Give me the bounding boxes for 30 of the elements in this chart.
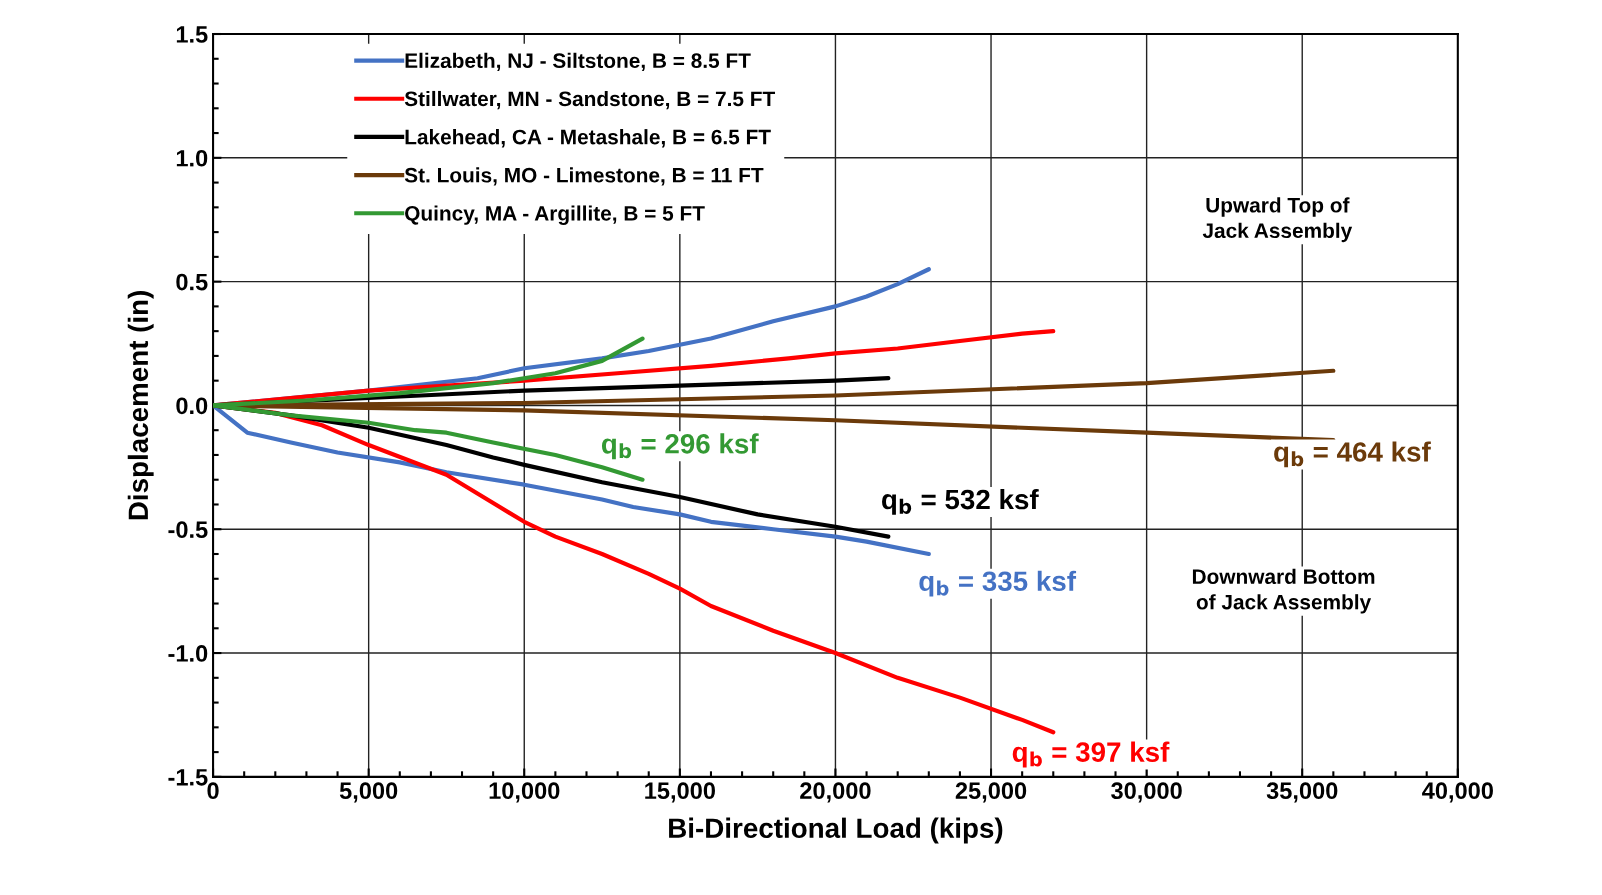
legend-label: Stillwater, MN - Sandstone, B = 7.5 FT (404, 90, 776, 110)
x-tick-label: 5,000 (339, 782, 398, 803)
x-tick-label: 20,000 (800, 782, 871, 803)
y-tick-label: 1.0 (176, 149, 208, 167)
annotation: Downward Bottom of Jack Assembly (1192, 568, 1375, 614)
legend-label: St. Louis, MO - Limestone, B = 11 FT (404, 167, 764, 186)
annotation: q$_{b}$ = 296 ksf (601, 433, 759, 460)
y-tick-label: -1.0 (168, 645, 208, 662)
annotation: q$_{b}$ = 532 ksf (882, 488, 1039, 515)
x-tick-label: 15,000 (645, 782, 715, 803)
y-tick-label: -0.5 (168, 521, 208, 539)
x-tick-label: 10,000 (489, 782, 560, 803)
legend-label: Quincy, MA - Argillite, B = 5 FT (405, 205, 705, 225)
x-tick-label: 30,000 (1111, 782, 1182, 803)
x-axis-title: Bi-Directional Load (kips) (669, 817, 1003, 844)
legend-label: Elizabeth, NJ - Siltstone, B = 8.5 FT (405, 52, 751, 72)
y-tick-label: -1.5 (168, 769, 208, 786)
annotation: q$_{b}$ = 464 ksf (1274, 441, 1431, 468)
annotation: q$_{b}$ = 397 ksf (1012, 741, 1170, 768)
x-tick-label: 40,000 (1422, 782, 1493, 803)
legend-label: Lakehead, CA - Metashale, B = 6.5 FT (405, 129, 771, 148)
x-tick-label: 0 (207, 782, 219, 800)
annotation: Upward Top of Jack Assembly (1202, 197, 1353, 243)
x-tick-label: 25,000 (955, 782, 1027, 803)
y-axis-title: Displacement (in) (127, 291, 154, 520)
y-tick-label: 0.5 (176, 273, 208, 291)
x-tick-label: 35,000 (1266, 782, 1338, 803)
y-tick-label: 0.0 (176, 397, 208, 415)
y-tick-label: 1.5 (176, 26, 208, 43)
annotation: q$_{b}$ = 335 ksf (919, 570, 1077, 597)
